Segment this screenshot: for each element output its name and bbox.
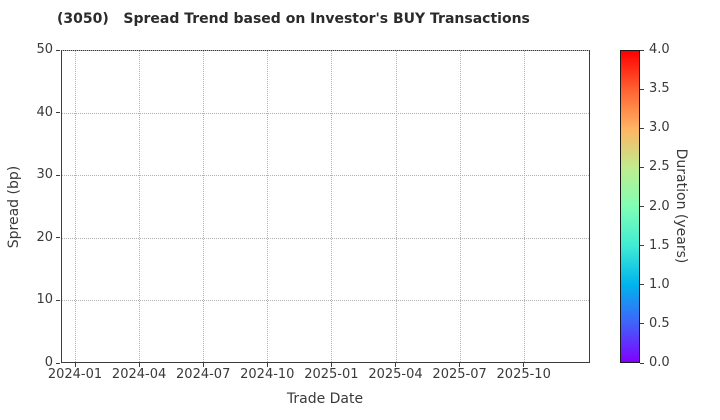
y-tick-label: 0	[44, 355, 53, 370]
y-tick-label: 20	[36, 229, 53, 245]
x-tick-mark	[459, 363, 461, 367]
y-gridline	[62, 237, 589, 239]
colorbar-tick-label: 3.5	[649, 81, 670, 97]
y-tick-mark	[56, 49, 60, 51]
y-tick-mark	[56, 299, 60, 301]
colorbar-tick-label: 1.5	[649, 237, 670, 253]
x-gridline	[139, 51, 141, 362]
y-gridline	[62, 50, 589, 51]
colorbar-tick-mark	[640, 245, 644, 247]
y-tick-label: 10	[36, 292, 53, 308]
x-gridline	[395, 51, 397, 362]
x-tick-mark	[74, 363, 76, 367]
colorbar-tick-mark	[640, 206, 644, 207]
x-tick-mark	[523, 363, 525, 367]
x-tick-mark	[266, 363, 268, 367]
x-gridline	[75, 51, 76, 362]
colorbar-tick-label: 2.0	[649, 198, 670, 214]
y-tick-mark	[56, 174, 60, 176]
x-tick-label: 2024-04	[111, 367, 167, 382]
x-tick-label: 2025-10	[496, 367, 551, 382]
x-tick-mark	[138, 363, 140, 367]
x-tick-mark	[395, 363, 396, 367]
y-tick-mark	[56, 237, 60, 239]
colorbar-tick-mark	[640, 323, 644, 325]
plot-area	[61, 50, 590, 363]
y-tick-label: 40	[36, 104, 53, 120]
y-gridline	[62, 175, 589, 177]
colorbar-tick-mark	[640, 127, 644, 129]
colorbar-tick-mark	[640, 166, 644, 168]
x-gridline	[267, 51, 269, 362]
x-tick-label: 2025-01	[304, 367, 359, 382]
colorbar-tick-label: 2.5	[649, 159, 670, 175]
colorbar-tick-mark	[640, 284, 644, 286]
x-tick-label: 2024-07	[176, 367, 231, 382]
x-tick-label: 2024-10	[240, 367, 295, 382]
x-tick-label: 2025-07	[432, 367, 487, 382]
colorbar-tick-label: 3.0	[649, 120, 670, 136]
y-tick-mark	[56, 362, 60, 364]
x-tick-mark	[330, 363, 332, 367]
x-axis-label: Trade Date	[286, 391, 364, 407]
x-tick-label: 2025-04	[368, 367, 423, 382]
colorbar-tick-label: 0.5	[649, 315, 670, 331]
chart-title: (3050) Spread Trend based on Investor's …	[57, 11, 530, 27]
x-gridline	[459, 51, 461, 362]
colorbar-tick-label: 1.0	[649, 276, 670, 292]
y-gridline	[62, 112, 589, 114]
colorbar-tick-label: 4.0	[649, 42, 670, 57]
colorbar-label: Duration (years)	[673, 148, 689, 264]
y-axis-label: Spread (bp)	[6, 165, 22, 249]
colorbar-tick-mark	[640, 49, 644, 51]
y-tick-label: 30	[36, 167, 53, 183]
y-tick-mark	[56, 112, 60, 114]
colorbar-tick-mark	[640, 362, 644, 364]
x-gridline	[203, 51, 205, 362]
colorbar-tick-mark	[640, 88, 644, 90]
x-gridline	[523, 51, 525, 362]
x-gridline	[331, 51, 333, 362]
colorbar	[620, 50, 640, 363]
y-tick-label: 50	[36, 42, 53, 57]
colorbar-tick-label: 0.0	[649, 355, 670, 370]
x-tick-label: 2024-01	[47, 367, 103, 382]
y-gridline	[62, 300, 589, 302]
x-tick-mark	[202, 363, 204, 367]
